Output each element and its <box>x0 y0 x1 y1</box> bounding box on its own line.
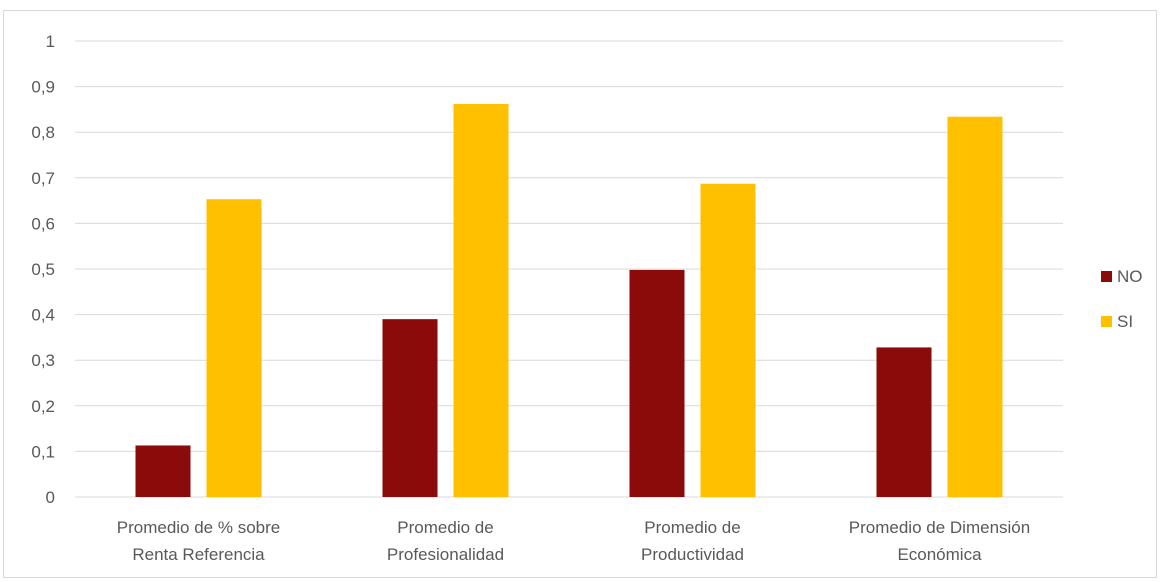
y-tick-label: 0,6 <box>31 214 55 233</box>
x-category-label: Profesionalidad <box>387 545 504 564</box>
y-tick-label: 0,4 <box>31 306 55 325</box>
legend-swatch-si <box>1101 316 1112 327</box>
x-category-label: Productividad <box>641 545 744 564</box>
y-tick-label: 0,9 <box>31 78 55 97</box>
legend-label-no: NO <box>1117 267 1143 286</box>
x-category-label: Promedio de <box>397 518 493 537</box>
y-tick-label: 0,3 <box>31 351 55 370</box>
y-tick-label: 0,7 <box>31 169 55 188</box>
legend-label-si: SI <box>1117 312 1133 331</box>
bar-no <box>876 347 932 497</box>
y-tick-label: 1 <box>46 32 55 51</box>
bar-no <box>629 269 685 497</box>
bar-si <box>947 116 1003 498</box>
bar-si <box>700 183 756 497</box>
x-category-label: Promedio de % sobre <box>117 518 280 537</box>
bar-no <box>382 319 438 497</box>
y-tick-label: 0 <box>46 488 55 507</box>
x-category-label: Promedio de <box>644 518 740 537</box>
x-category-label: Económica <box>897 545 982 564</box>
legend-swatch-no <box>1101 271 1112 282</box>
bar-no <box>135 445 191 497</box>
y-tick-label: 0,2 <box>31 397 55 416</box>
bar-si <box>453 103 509 497</box>
y-tick-label: 0,8 <box>31 123 55 142</box>
bar-si <box>206 199 262 497</box>
x-category-label: Promedio de Dimensión <box>849 518 1030 537</box>
x-category-label: Renta Referencia <box>132 545 265 564</box>
y-tick-label: 0,1 <box>31 442 55 461</box>
y-tick-label: 0,5 <box>31 260 55 279</box>
